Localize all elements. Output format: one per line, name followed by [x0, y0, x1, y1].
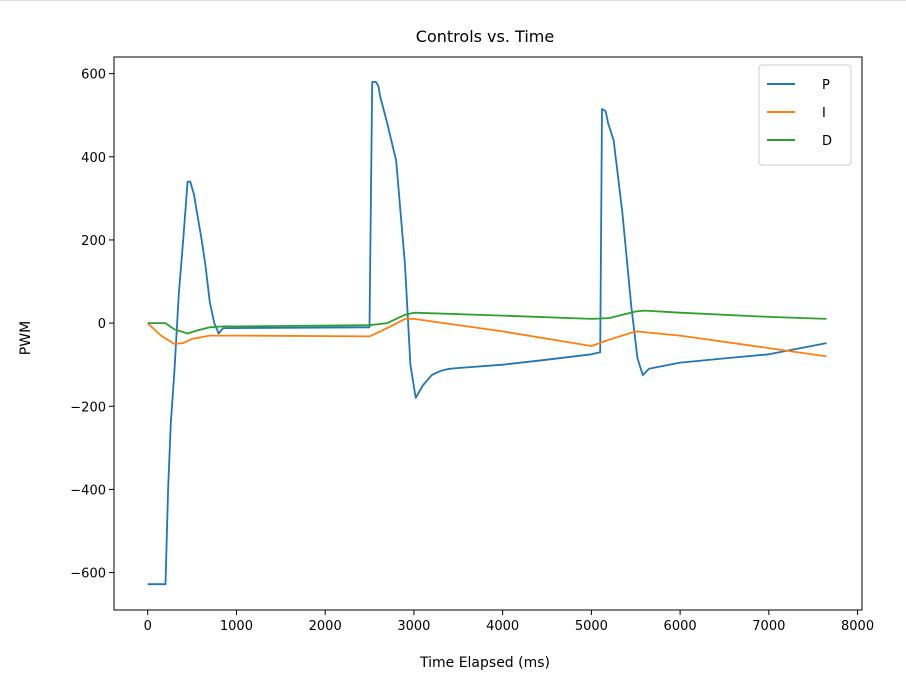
x-tick-label: 5000 — [575, 619, 608, 634]
y-tick-label: 0 — [98, 317, 106, 332]
legend-label-d: D — [822, 134, 832, 149]
y-tick-label: 600 — [81, 68, 106, 83]
plot-frame — [113, 56, 863, 611]
x-tick-label: 7000 — [752, 619, 785, 634]
series-line-i — [147, 317, 827, 358]
x-tick-label: 1000 — [220, 619, 253, 634]
legend-box — [758, 64, 852, 166]
x-axis-label: Time Elapsed (ms) — [419, 655, 550, 671]
x-tick-label: 0 — [144, 619, 152, 634]
chart-title: Controls vs. Time — [416, 27, 554, 46]
x-tick-label: 2000 — [309, 619, 342, 634]
y-tick-label: 200 — [81, 234, 106, 249]
x-tick-label: 6000 — [664, 619, 697, 634]
y-tick-label: −600 — [70, 567, 106, 582]
top-divider — [0, 0, 906, 1]
legend-label-i: I — [822, 106, 826, 121]
y-tick-label: −200 — [70, 400, 106, 415]
y-axis-label: PWM — [18, 321, 34, 355]
x-tick-label: 4000 — [486, 619, 519, 634]
legend-label-p: P — [822, 78, 830, 93]
x-tick-label: 8000 — [841, 619, 874, 634]
x-axis-ticks: 0 1000 2000 3000 4000 5000 6000 7000 8000 — [144, 610, 874, 634]
y-axis-ticks: −600 −400 −200 0 200 400 600 — [70, 68, 114, 582]
y-tick-label: −400 — [70, 483, 106, 498]
y-tick-label: 400 — [81, 151, 106, 166]
x-tick-label: 3000 — [397, 619, 430, 634]
series-line-p — [147, 81, 827, 586]
legend: PID — [758, 64, 852, 166]
series-line-d — [147, 309, 827, 335]
series-lines — [147, 81, 827, 586]
